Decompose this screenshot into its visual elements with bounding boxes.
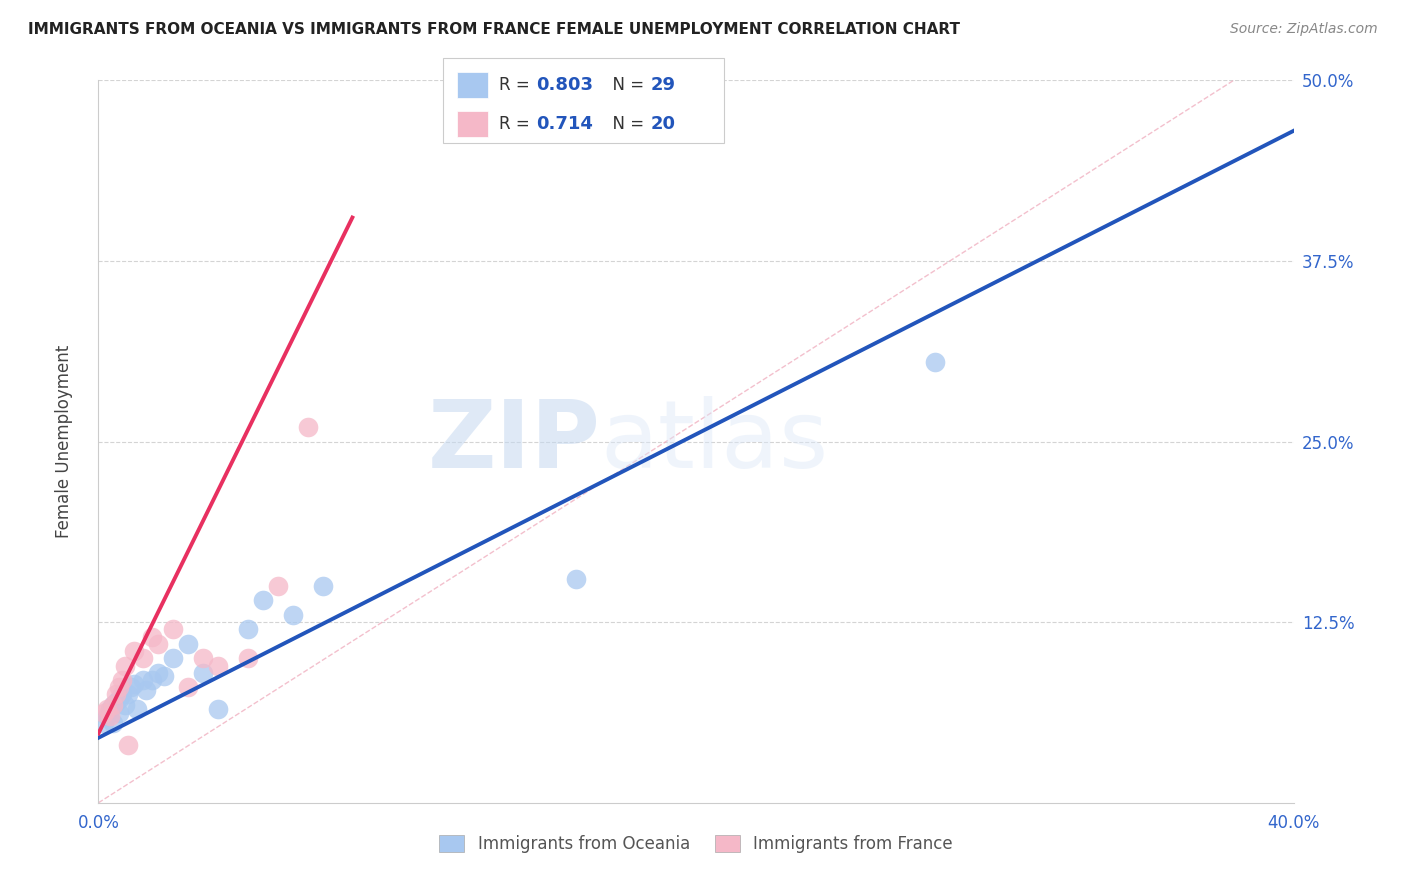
Immigrants from Oceania (124, 677, 146, 691)
Immigrants from France (93, 706, 115, 721)
Text: ZIP: ZIP (427, 395, 600, 488)
Immigrants from Oceania (148, 665, 170, 680)
Text: 0.803: 0.803 (536, 76, 593, 94)
Immigrants from Oceania (114, 698, 136, 712)
Immigrants from Oceania (117, 687, 139, 701)
Immigrants from France (148, 637, 170, 651)
Immigrants from France (114, 658, 136, 673)
Immigrants from Oceania (103, 716, 125, 731)
Immigrants from France (103, 698, 125, 712)
Immigrants from Oceania (111, 687, 134, 701)
Immigrants from Oceania (565, 572, 588, 586)
Text: 20: 20 (651, 115, 676, 133)
Text: Source: ZipAtlas.com: Source: ZipAtlas.com (1230, 22, 1378, 37)
Immigrants from Oceania (108, 691, 131, 706)
Immigrants from Oceania (177, 637, 200, 651)
Text: N =: N = (602, 115, 650, 133)
Immigrants from Oceania (132, 673, 155, 687)
Immigrants from France (191, 651, 214, 665)
Immigrants from Oceania (252, 593, 274, 607)
Immigrants from France (162, 623, 184, 637)
Y-axis label: Female Unemployment: Female Unemployment (55, 345, 73, 538)
Immigrants from Oceania (98, 702, 122, 716)
Immigrants from France (141, 630, 163, 644)
Immigrants from France (177, 680, 200, 694)
Immigrants from Oceania (311, 579, 333, 593)
Text: 29: 29 (651, 76, 676, 94)
Immigrants from France (132, 651, 155, 665)
Immigrants from France (117, 738, 139, 752)
Immigrants from Oceania (103, 698, 125, 712)
Immigrants from France (108, 680, 131, 694)
Immigrants from Oceania (153, 668, 176, 682)
Text: 0.714: 0.714 (536, 115, 592, 133)
Immigrants from France (96, 702, 118, 716)
Text: atlas: atlas (600, 395, 828, 488)
Text: R =: R = (499, 76, 536, 94)
Immigrants from France (111, 673, 134, 687)
Immigrants from France (267, 579, 290, 593)
Immigrants from Oceania (281, 607, 304, 622)
Immigrants from Oceania (96, 709, 118, 723)
Text: R =: R = (499, 115, 536, 133)
Immigrants from Oceania (93, 716, 115, 731)
Immigrants from Oceania (135, 683, 157, 698)
Legend: Immigrants from Oceania, Immigrants from France: Immigrants from Oceania, Immigrants from… (433, 828, 959, 860)
Immigrants from France (105, 687, 128, 701)
Immigrants from France (297, 420, 319, 434)
Immigrants from France (236, 651, 259, 665)
Immigrants from Oceania (105, 695, 128, 709)
Immigrants from Oceania (127, 702, 149, 716)
Immigrants from Oceania (191, 665, 214, 680)
Immigrants from Oceania (236, 623, 259, 637)
Immigrants from France (207, 658, 229, 673)
Immigrants from Oceania (924, 355, 946, 369)
Text: N =: N = (602, 76, 650, 94)
Immigrants from France (124, 644, 146, 658)
Immigrants from Oceania (162, 651, 184, 665)
Immigrants from Oceania (108, 706, 131, 721)
Immigrants from Oceania (120, 680, 142, 694)
Immigrants from Oceania (141, 673, 163, 687)
Immigrants from Oceania (207, 702, 229, 716)
Immigrants from France (98, 709, 122, 723)
Text: IMMIGRANTS FROM OCEANIA VS IMMIGRANTS FROM FRANCE FEMALE UNEMPLOYMENT CORRELATIO: IMMIGRANTS FROM OCEANIA VS IMMIGRANTS FR… (28, 22, 960, 37)
